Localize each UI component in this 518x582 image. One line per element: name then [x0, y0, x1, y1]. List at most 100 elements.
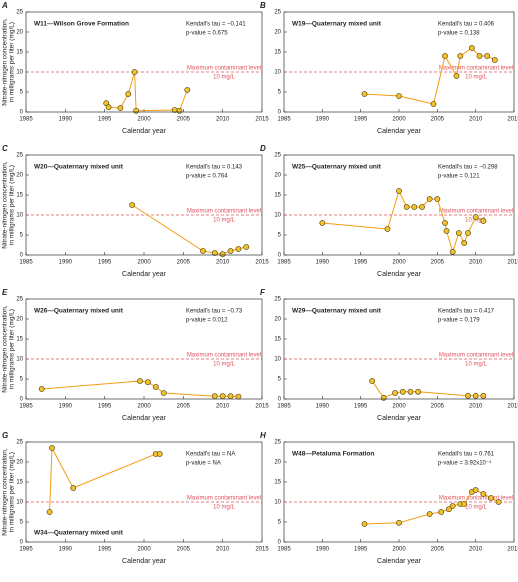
- y-tick-label: 5: [278, 233, 282, 239]
- y-tick-label: 25: [16, 440, 23, 446]
- x-tick-label: 1990: [316, 117, 330, 123]
- data-point: [449, 248, 456, 255]
- x-tick-label: 2010: [469, 404, 483, 410]
- reference-label: Maximum contaminant level: [187, 353, 261, 359]
- plot-frame: [283, 298, 515, 400]
- data-point: [211, 393, 218, 400]
- data-point: [461, 240, 468, 246]
- y-tick-label: 25: [16, 297, 23, 303]
- annotation: p-value = 3.92x10⁻⁴: [438, 460, 492, 467]
- data-point: [468, 45, 475, 51]
- x-tick-label: 1990: [59, 547, 73, 553]
- data-point: [156, 451, 163, 457]
- data-point: [227, 393, 234, 400]
- x-tick-label: 1995: [98, 404, 112, 410]
- panel: B 0 5 10 15 20 25 1985 1990 1995 2000 2005 2010 2015 M…: [260, 1, 518, 135]
- plot-frame: [25, 298, 263, 400]
- panel-letter: G: [2, 431, 8, 440]
- data-point: [105, 104, 112, 111]
- y-tick-label: 25: [274, 153, 281, 159]
- y-tick-label: 5: [20, 233, 24, 239]
- x-tick-label: 2010: [469, 260, 483, 266]
- annotation: p-value = 0.764: [186, 174, 228, 180]
- plot-frame: [25, 11, 263, 113]
- reference-label: 10 mg/L: [465, 362, 487, 368]
- y-tick-label: 0: [278, 540, 282, 546]
- chart-title: W29—Quaternary mixed unit: [292, 308, 382, 315]
- data-point: [145, 379, 151, 386]
- y-tick-label: 5: [278, 520, 282, 526]
- y-tick-label: 10: [16, 213, 23, 219]
- data-line: [322, 189, 484, 254]
- panel-letter: E: [2, 288, 8, 297]
- reference-label: 10 mg/L: [465, 218, 487, 224]
- x-axis-label: Calendar year: [122, 415, 167, 422]
- x-tick-label: 2000: [137, 260, 151, 266]
- y-tick-label: 25: [274, 10, 281, 16]
- data-point: [361, 521, 368, 527]
- x-tick-label: 1995: [354, 260, 368, 266]
- y-tick-label: 10: [274, 213, 281, 219]
- reference-label: Maximum contaminant level: [439, 496, 513, 502]
- y-tick-label: 5: [20, 520, 24, 526]
- x-tick-label: 2015: [507, 260, 518, 266]
- data-point: [465, 230, 471, 236]
- panel: A 0 5 10 15 20 25 1985 1990 1995 2000 2005 2010 2015 M…: [1, 1, 269, 135]
- y-tick-label: 15: [274, 50, 281, 56]
- x-axis-label: Calendar year: [122, 128, 167, 135]
- plot-frame: [25, 154, 263, 256]
- data-point: [235, 393, 242, 400]
- panel-letter: D: [260, 144, 266, 153]
- x-tick-label: 1995: [98, 117, 112, 123]
- x-tick-label: 2000: [137, 404, 151, 410]
- chart-title: W25—Quaternary mixed unit: [292, 164, 382, 171]
- plot-frame: [25, 441, 263, 543]
- data-point: [455, 230, 462, 236]
- reference-label: 10 mg/L: [213, 362, 235, 368]
- x-tick-label: 2010: [216, 260, 230, 266]
- annotation: Kendall's tau = −0.141: [186, 22, 246, 28]
- reference-label: Maximum contaminant level: [439, 353, 513, 359]
- reference-label: 10 mg/L: [465, 505, 487, 511]
- x-tick-label: 1995: [98, 260, 112, 266]
- data-point: [426, 511, 433, 517]
- data-point: [160, 390, 167, 396]
- data-point: [176, 107, 183, 114]
- panel: C 0 5 10 15 20 25 1985 1990 1995 2000 2005 2010 2015 M…: [2, 144, 270, 278]
- reference-label: 10 mg/L: [213, 505, 235, 511]
- x-tick-label: 2005: [431, 404, 445, 410]
- annotation: Kendall's tau = −0.73: [186, 309, 243, 315]
- x-tick-label: 2000: [392, 547, 406, 553]
- plot-frame: [283, 154, 515, 256]
- y-tick-label: 0: [278, 253, 282, 259]
- data-point: [211, 250, 218, 256]
- chart-title: W11—Wilson Grove Formation: [34, 21, 129, 28]
- x-tick-label: 2010: [469, 117, 483, 123]
- chart-title: W19—Quaternary mixed unit: [292, 21, 382, 28]
- y-tick-label: 5: [20, 377, 24, 383]
- chart-title: W20—Quaternary mixed unit: [34, 164, 124, 171]
- data-point: [407, 388, 414, 395]
- y-tick-label: 10: [274, 357, 281, 363]
- x-tick-label: 2000: [392, 260, 406, 266]
- data-point: [125, 91, 132, 97]
- data-point: [152, 384, 159, 390]
- data-point: [227, 248, 234, 254]
- y-tick-label: 15: [274, 193, 281, 199]
- annotation: p-value = 0.138: [438, 31, 480, 37]
- data-point: [396, 519, 402, 526]
- data-point: [219, 393, 226, 400]
- data-point: [403, 204, 410, 210]
- y-tick-label: 15: [274, 337, 281, 343]
- data-point: [442, 53, 448, 59]
- data-point: [443, 228, 450, 234]
- x-tick-label: 2015: [255, 404, 269, 410]
- data-point: [49, 445, 55, 451]
- data-point: [442, 220, 448, 226]
- data-point: [200, 248, 206, 254]
- annotation: p-value = 0.012: [186, 318, 228, 324]
- x-tick-label: 2005: [177, 547, 191, 553]
- x-tick-label: 1990: [316, 260, 330, 266]
- y-tick-label: 25: [16, 153, 23, 159]
- data-point: [476, 53, 483, 59]
